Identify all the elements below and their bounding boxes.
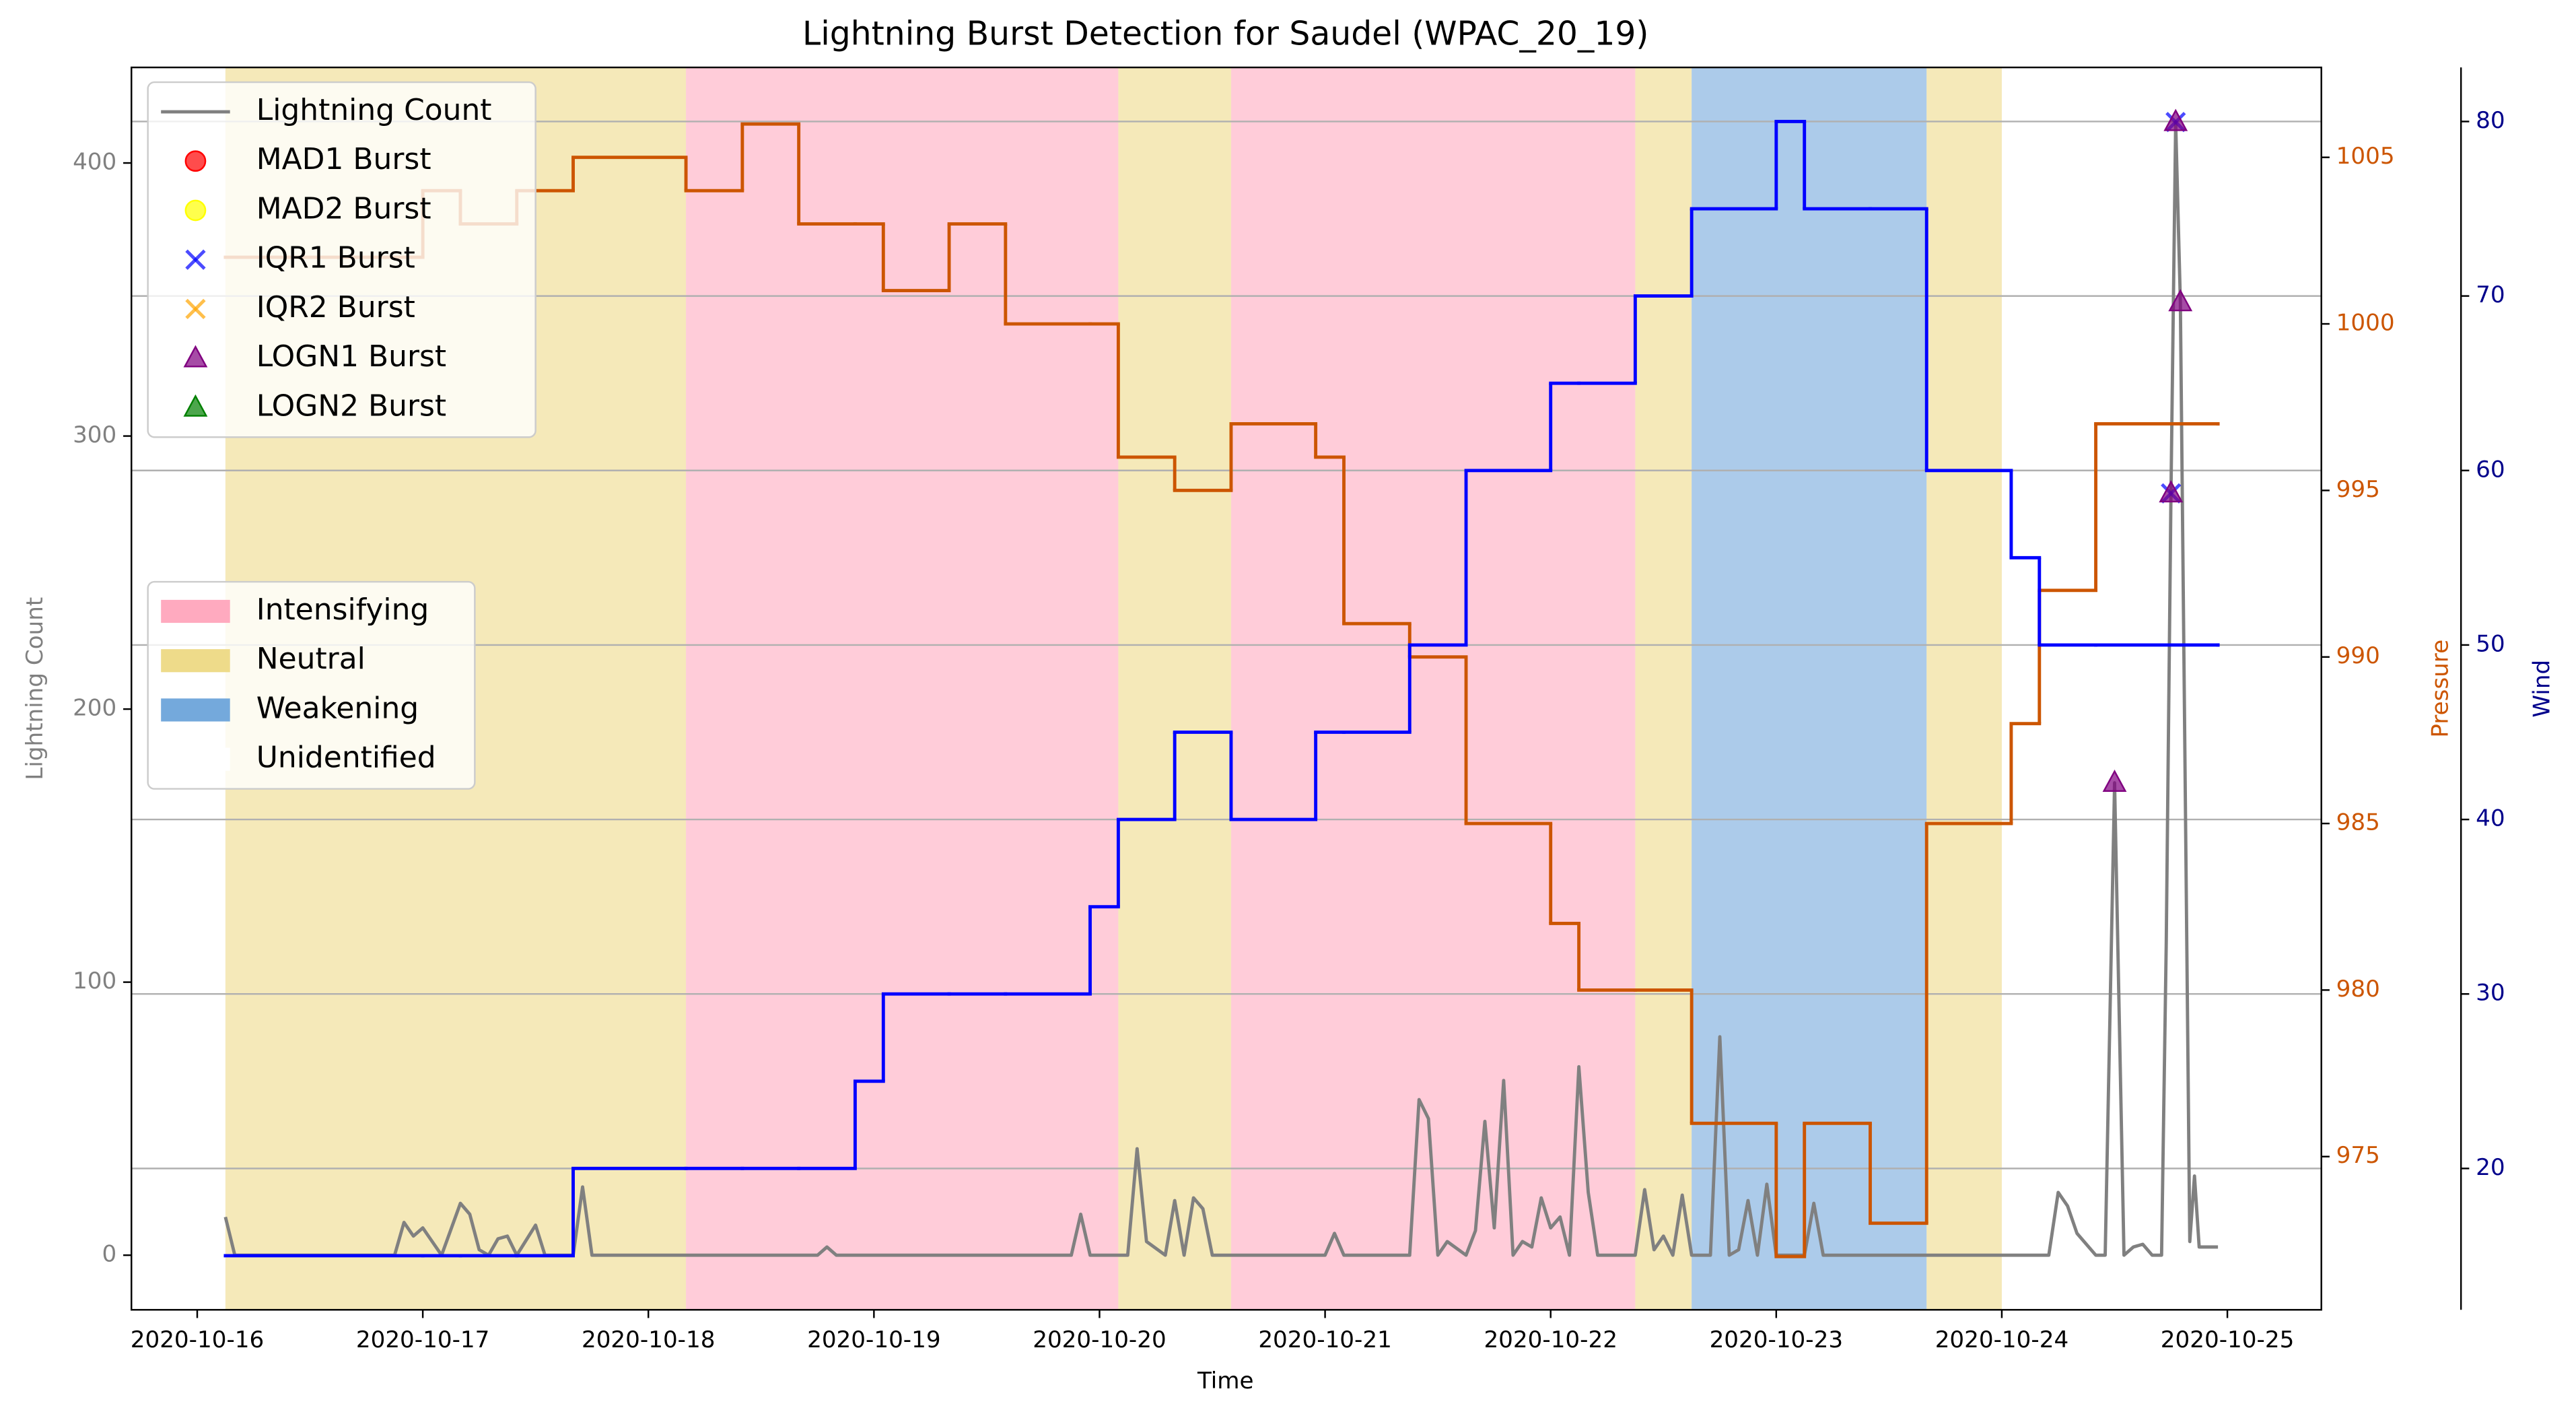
marker xyxy=(185,298,206,320)
y2-tick-label: 1000 xyxy=(2336,310,2395,337)
y3-tick-label: 40 xyxy=(2476,805,2505,832)
x-tick-label: 2020-10-23 xyxy=(1710,1326,1844,1353)
marker-stroke xyxy=(185,249,206,270)
legend-label: IQR1 Burst xyxy=(256,241,415,275)
y-tick-label: 100 xyxy=(73,968,116,994)
legend-label: Weakening xyxy=(256,691,419,725)
x-tick-label: 2020-10-25 xyxy=(2161,1326,2295,1353)
legend-label: IQR2 Burst xyxy=(256,290,415,325)
y-tick-label: 0 xyxy=(102,1241,117,1268)
y2-axis-label: Pressure xyxy=(2427,640,2453,738)
legend-patch xyxy=(161,698,230,722)
legend-box xyxy=(147,580,476,790)
y2-tick-label: 985 xyxy=(2336,809,2380,836)
marker-stroke xyxy=(185,298,206,320)
y3-tick-label: 80 xyxy=(2476,107,2505,134)
marker xyxy=(183,394,208,417)
step-line xyxy=(223,120,2220,1258)
x-tick-label: 2020-10-20 xyxy=(1033,1326,1167,1353)
x-tick-label: 2020-10-24 xyxy=(1935,1326,2068,1353)
phase-span xyxy=(1692,67,1927,1310)
phase-span xyxy=(1230,67,1636,1310)
x-tick-label: 2020-10-19 xyxy=(807,1326,941,1353)
marker xyxy=(184,199,207,222)
marker xyxy=(183,345,208,368)
legend-label: Intensifying xyxy=(256,593,429,627)
plot-frame xyxy=(131,66,2322,1311)
y3-tick-label: 30 xyxy=(2476,980,2505,1007)
phase-span xyxy=(1635,67,1692,1310)
x-tick-label: 2020-10-16 xyxy=(131,1326,264,1353)
legend-patch xyxy=(161,649,230,673)
marker xyxy=(2159,480,2184,503)
y2-tick-label: 975 xyxy=(2336,1142,2380,1169)
marker xyxy=(2102,769,2127,793)
x-tick-label: 2020-10-18 xyxy=(582,1326,715,1353)
x-axis-label: Time xyxy=(1197,1368,1254,1394)
y-tick-label: 300 xyxy=(73,422,116,448)
x-tick-label: 2020-10-21 xyxy=(1258,1326,1392,1353)
legend-patch xyxy=(161,747,230,771)
step-line xyxy=(223,122,2220,1258)
marker xyxy=(2168,289,2193,312)
y-axis-label: Lightning Count xyxy=(22,597,48,780)
y2-tick-label: 980 xyxy=(2336,976,2380,1003)
x-tick-label: 2020-10-17 xyxy=(356,1326,490,1353)
legend-label: Lightning Count xyxy=(256,93,492,127)
y3-tick-label: 60 xyxy=(2476,456,2505,483)
y2-tick-label: 1005 xyxy=(2336,143,2395,170)
legend-label: Unidentified xyxy=(256,741,436,775)
marker xyxy=(2163,108,2188,131)
legend: Lightning Count MAD1 Burst MAD2 Burst IQR1 … xyxy=(147,81,536,438)
phase-span xyxy=(686,67,1119,1310)
y3-tick-label: 50 xyxy=(2476,630,2505,657)
y3-axis-label: Wind xyxy=(2529,660,2556,718)
legend-label: LOGN1 Burst xyxy=(256,339,446,374)
y-tick-label: 400 xyxy=(73,149,116,176)
y-tick-label: 200 xyxy=(73,695,116,722)
y2-tick-label: 995 xyxy=(2336,476,2380,503)
y2-tick-label: 990 xyxy=(2336,642,2380,669)
legend-label: MAD1 Burst xyxy=(256,142,431,176)
x-tick-label: 2020-10-22 xyxy=(1484,1326,1617,1353)
legend-box xyxy=(147,81,536,438)
marker xyxy=(185,249,206,270)
legend-label: Neutral xyxy=(256,642,365,676)
phase-legend: Intensifying Neutral Weakening Unidentified xyxy=(147,580,476,790)
y3-tick-label: 70 xyxy=(2476,281,2505,308)
chart-title: Lightning Burst Detection for Saudel (WP… xyxy=(802,15,1648,53)
phase-span xyxy=(1926,67,2002,1310)
legend-label: MAD2 Burst xyxy=(256,191,431,226)
marker xyxy=(184,150,207,172)
legend-patch xyxy=(161,599,230,623)
y3-tick-label: 20 xyxy=(2476,1154,2505,1181)
phase-span xyxy=(1118,67,1231,1310)
legend-label: LOGN2 Burst xyxy=(256,389,446,423)
phase-spans xyxy=(225,67,2002,1310)
